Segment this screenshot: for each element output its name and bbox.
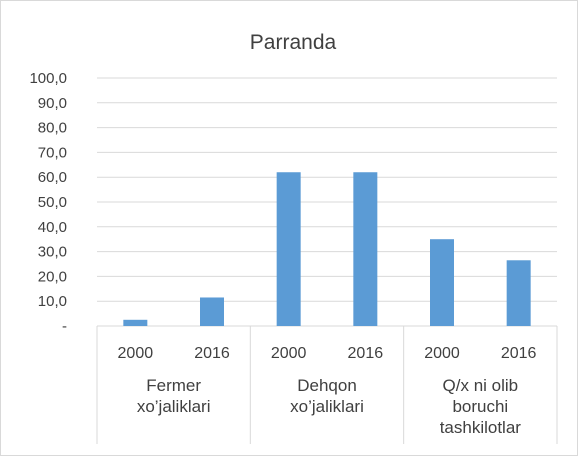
bar (200, 297, 224, 326)
group-label: boruchi (452, 397, 508, 416)
group-label: xo’jaliklari (290, 397, 364, 416)
y-tick-label: 20,0 (38, 268, 67, 285)
x-tick-label: 2000 (118, 345, 154, 362)
y-tick-label: 80,0 (38, 120, 67, 137)
x-tick-label: 2016 (501, 345, 537, 362)
y-axis-tick-labels: - 10,0 20,0 30,0 40,0 50,0 60,0 70,0 80,0 90,0 100… (29, 70, 67, 335)
y-tick-label: 50,0 (38, 194, 67, 211)
group-label: Dehqon (297, 376, 357, 395)
x-tick-label: 2000 (271, 345, 307, 362)
y-tick-label: 100,0 (29, 70, 67, 87)
bar (123, 319, 148, 326)
y-tick-label: 10,0 (38, 293, 67, 310)
x-tick-label: 2016 (348, 345, 384, 362)
y-tick-label: 30,0 (38, 244, 67, 261)
y-tick-label: 90,0 (38, 95, 67, 112)
bar (506, 260, 531, 326)
gridlines (97, 77, 557, 327)
chart-title: Parranda (250, 31, 337, 54)
x-axis: 2000 2016 Fermer xo’jaliklari 2000 2016 Dehqon… (96, 326, 558, 444)
group-label: Fermer (146, 376, 201, 395)
y-tick-label: - (62, 318, 67, 335)
x-tick-label: 2000 (424, 345, 460, 362)
y-tick-label: 60,0 (38, 169, 67, 186)
y-tick-label: 40,0 (38, 219, 67, 236)
bar (276, 172, 301, 326)
group-label: Q/x ni olib (443, 376, 519, 395)
group-label: xo’jaliklari (137, 397, 211, 416)
bar (430, 239, 454, 326)
group-label: tashkilotlar (440, 418, 522, 437)
bars (123, 172, 531, 326)
x-tick-label: 2016 (194, 345, 230, 362)
bar (353, 172, 378, 326)
y-tick-label: 70,0 (38, 144, 67, 161)
